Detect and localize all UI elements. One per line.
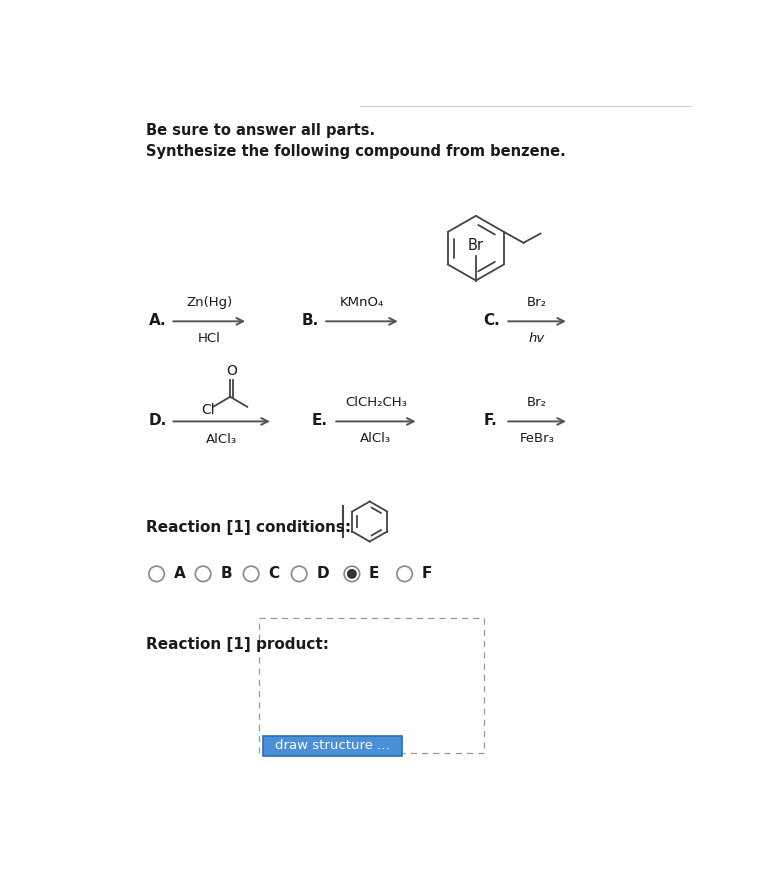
Text: C.: C.: [484, 313, 501, 328]
Text: draw structure ...: draw structure ...: [275, 739, 390, 752]
Text: Br₂: Br₂: [527, 396, 547, 409]
Text: Be sure to answer all parts.: Be sure to answer all parts.: [147, 122, 375, 137]
Text: E.: E.: [311, 413, 328, 428]
Text: A.: A.: [149, 313, 166, 328]
Text: C: C: [268, 566, 279, 581]
Text: D.: D.: [149, 413, 167, 428]
Text: B.: B.: [301, 313, 318, 328]
Text: D: D: [316, 566, 329, 581]
Text: AlCl₃: AlCl₃: [361, 433, 391, 445]
Text: Synthesize the following compound from benzene.: Synthesize the following compound from b…: [147, 144, 566, 159]
Text: HCl: HCl: [198, 332, 221, 345]
Text: F.: F.: [484, 413, 498, 428]
Text: hv: hv: [529, 332, 545, 345]
Text: Cl: Cl: [201, 403, 215, 417]
Text: E: E: [369, 566, 379, 581]
Text: ClCH₂CH₃: ClCH₂CH₃: [345, 396, 407, 409]
Text: Reaction [1] product:: Reaction [1] product:: [147, 637, 329, 652]
Text: F: F: [421, 566, 432, 581]
Text: B: B: [220, 566, 231, 581]
Text: AlCl₃: AlCl₃: [206, 433, 238, 446]
Circle shape: [348, 570, 356, 578]
Text: O: O: [226, 365, 237, 378]
Text: Zn(Hg): Zn(Hg): [186, 296, 232, 309]
Text: Br₂: Br₂: [527, 296, 547, 309]
Text: A: A: [174, 566, 185, 581]
Text: Reaction [1] conditions:: Reaction [1] conditions:: [147, 520, 351, 535]
FancyBboxPatch shape: [263, 736, 402, 756]
Text: Br: Br: [468, 238, 484, 253]
Text: FeBr₃: FeBr₃: [520, 433, 554, 445]
Text: KMnO₄: KMnO₄: [340, 296, 384, 309]
